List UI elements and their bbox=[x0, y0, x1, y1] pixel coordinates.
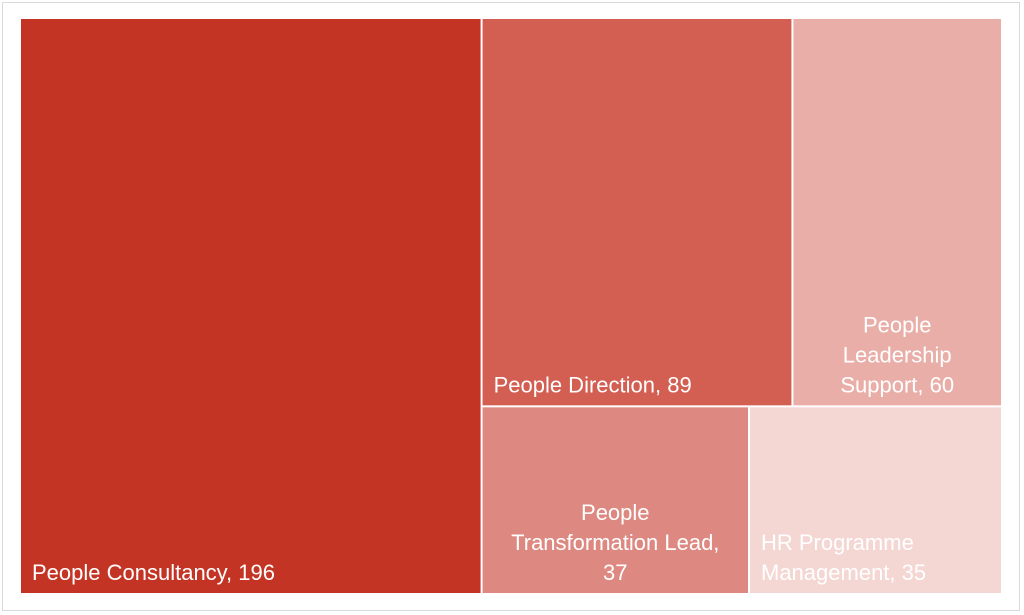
tile-hr-programme-management bbox=[750, 407, 1001, 593]
tile-people-transformation-lead bbox=[482, 407, 749, 593]
tile-label-people-transformation-lead: People Transformation Lead, 37 bbox=[511, 500, 719, 585]
tile-label-people-consultancy: People Consultancy, 196 bbox=[32, 560, 275, 585]
tile-label-people-direction: People Direction, 89 bbox=[494, 372, 692, 397]
tile-people-leadership-support bbox=[793, 19, 1001, 406]
tile-people-direction bbox=[482, 19, 792, 406]
tile-people-consultancy bbox=[21, 19, 481, 593]
tile-label-people-leadership-support: People Leadership Support, 60 bbox=[840, 312, 954, 397]
treemap-labels: People Consultancy, 196 People Direction,… bbox=[32, 312, 954, 585]
treemap-tiles bbox=[21, 19, 1001, 593]
tile-label-hr-programme-management: HR Programme Management, 35 bbox=[761, 530, 926, 585]
